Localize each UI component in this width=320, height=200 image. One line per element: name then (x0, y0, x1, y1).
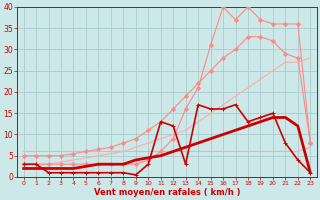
X-axis label: Vent moyen/en rafales ( km/h ): Vent moyen/en rafales ( km/h ) (94, 188, 240, 197)
